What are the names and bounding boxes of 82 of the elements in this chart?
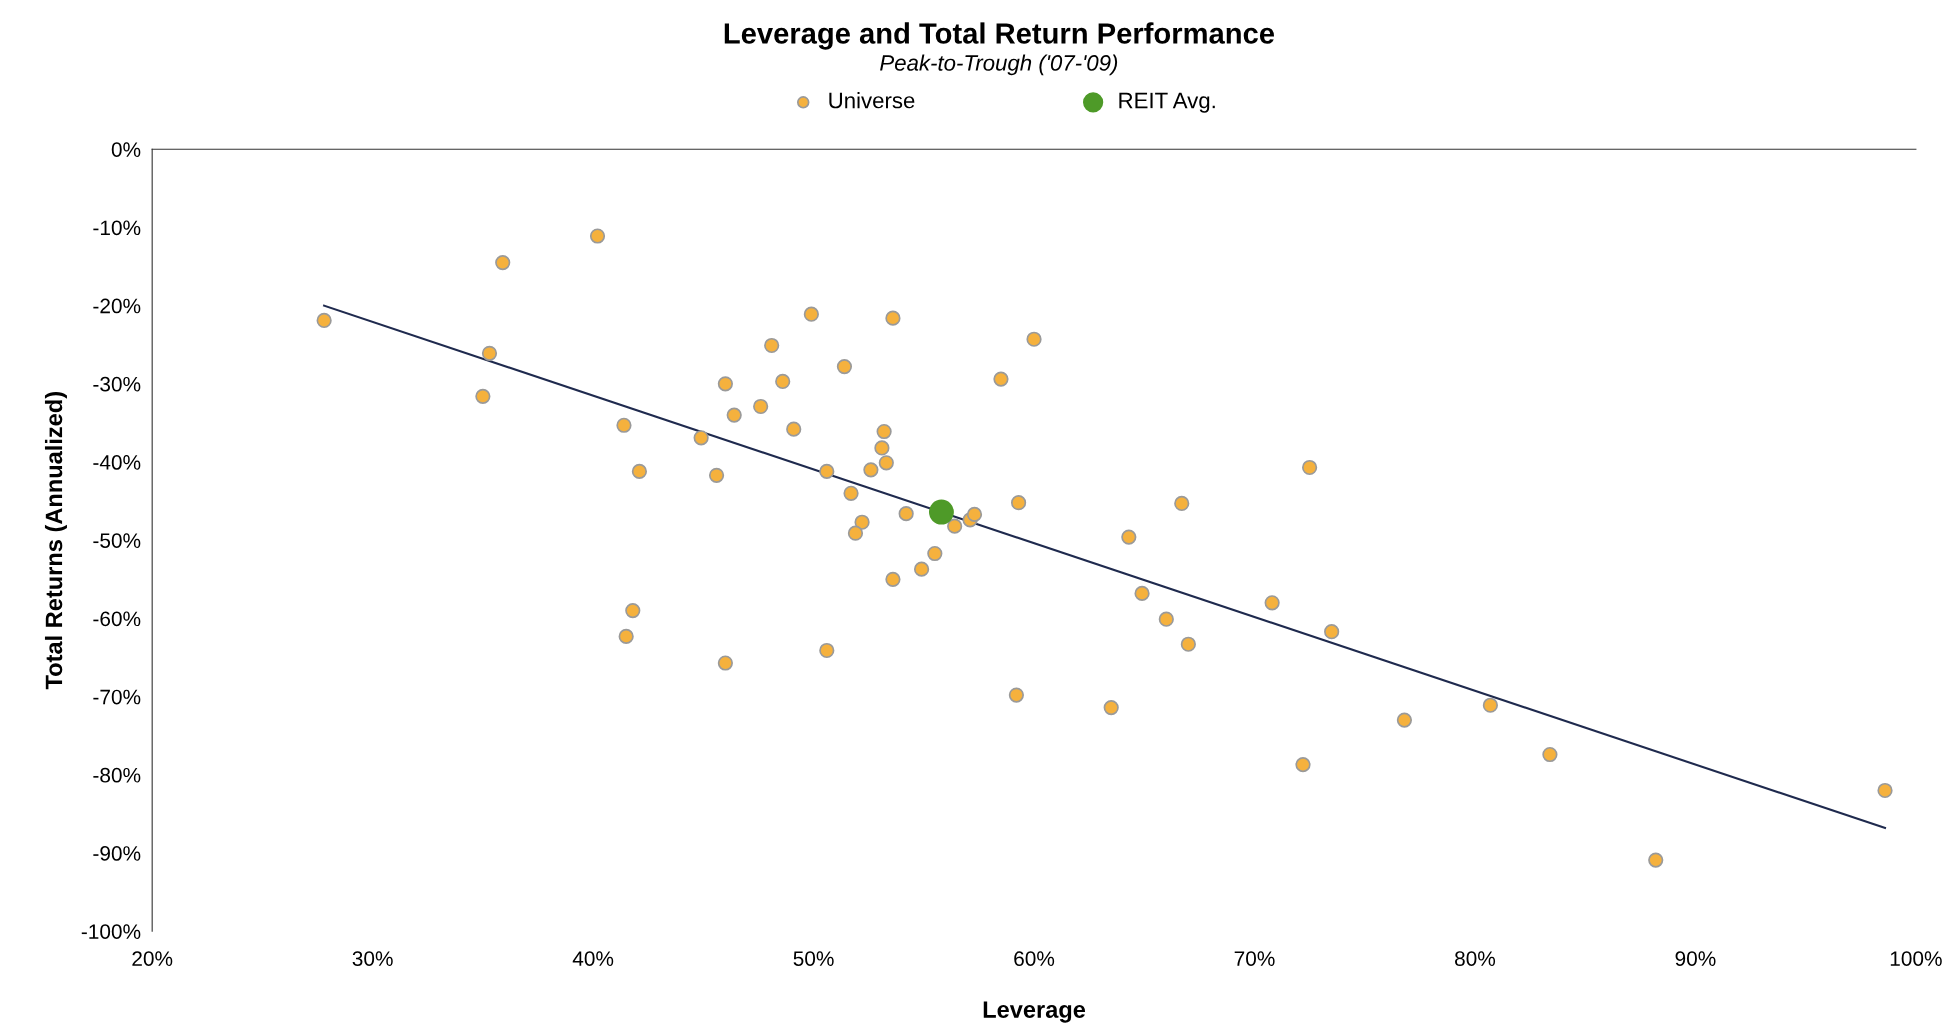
- point: [618, 628, 634, 645]
- point: [625, 603, 641, 619]
- point: [316, 312, 332, 329]
- y-tick-label: -30%: [93, 376, 141, 392]
- point: [775, 373, 791, 390]
- point: [589, 228, 606, 244]
- x-axis-title: Leverage: [983, 1001, 1086, 1023]
- point: [764, 337, 780, 354]
- point: [1158, 611, 1174, 627]
- point: [1264, 595, 1280, 611]
- legend-label: Universe: [829, 92, 915, 109]
- point: [1482, 697, 1498, 713]
- point: [616, 417, 632, 433]
- point: [693, 430, 709, 446]
- point: [885, 571, 901, 587]
- x-tick-label: 90%: [1675, 951, 1716, 966]
- point: [1121, 529, 1137, 545]
- point: [885, 310, 901, 326]
- point: [819, 463, 835, 480]
- point: [836, 359, 853, 375]
- y-tick-label: -70%: [93, 689, 141, 705]
- x-tick-label: 30%: [352, 951, 393, 966]
- point: [717, 376, 733, 392]
- point: [847, 525, 864, 541]
- point: [966, 506, 983, 523]
- y-axis-title: Total Returns (Annualized): [44, 392, 67, 690]
- point: [928, 499, 954, 525]
- point: [913, 561, 930, 577]
- legend-label: REIT Avg.: [1119, 92, 1215, 113]
- point: [1542, 746, 1558, 763]
- y-tick-label: -80%: [93, 767, 141, 783]
- chart-subtitle: Peak-to-Trough ('07-'09): [880, 54, 1118, 76]
- point: [1180, 636, 1196, 652]
- y-tick-label: 0%: [111, 142, 141, 157]
- point: [878, 455, 894, 471]
- point: [1302, 459, 1318, 476]
- point: [1026, 331, 1042, 347]
- point: [1648, 852, 1664, 868]
- point: [854, 514, 870, 530]
- y-tick-label: -20%: [93, 298, 141, 314]
- point: [863, 462, 879, 478]
- x-tick-label: 60%: [1014, 951, 1055, 966]
- point: [927, 545, 943, 562]
- point: [876, 423, 892, 440]
- point: [1877, 782, 1893, 799]
- y-tick-label: -40%: [93, 455, 141, 470]
- point: [874, 440, 890, 456]
- point: [708, 467, 725, 483]
- point: [726, 407, 742, 423]
- x-tick-label: 70%: [1234, 951, 1275, 966]
- chart-title: Leverage and Total Return Performance: [724, 22, 1275, 50]
- point: [481, 345, 498, 361]
- point: [819, 642, 835, 659]
- point: [1396, 712, 1413, 728]
- point: [1295, 757, 1311, 773]
- y-tick-label: -100%: [81, 924, 141, 939]
- y-tick-label: -90%: [93, 846, 141, 861]
- point: [495, 254, 511, 271]
- point: [1324, 624, 1340, 640]
- point: [1103, 699, 1119, 716]
- point: [631, 463, 648, 480]
- x-tick-label: 80%: [1455, 951, 1496, 966]
- point: [1134, 585, 1150, 602]
- y-tick-label: -50%: [93, 533, 141, 548]
- y-tick-label: -60%: [93, 611, 141, 627]
- x-tick-label: 100%: [1890, 951, 1942, 966]
- point: [803, 306, 819, 322]
- y-tick-label: -10%: [93, 220, 141, 236]
- point: [753, 398, 769, 415]
- point: [1010, 495, 1027, 511]
- point: [1174, 495, 1190, 512]
- point: [1008, 687, 1024, 703]
- x-tick-label: 20%: [132, 951, 173, 966]
- point: [947, 518, 963, 534]
- x-tick-label: 50%: [793, 951, 834, 966]
- point: [898, 506, 914, 522]
- point: [786, 421, 802, 437]
- point: [475, 388, 491, 404]
- x-tick-label: 40%: [572, 951, 614, 966]
- point: [993, 371, 1009, 387]
- point: [717, 655, 733, 671]
- point: [843, 485, 859, 501]
